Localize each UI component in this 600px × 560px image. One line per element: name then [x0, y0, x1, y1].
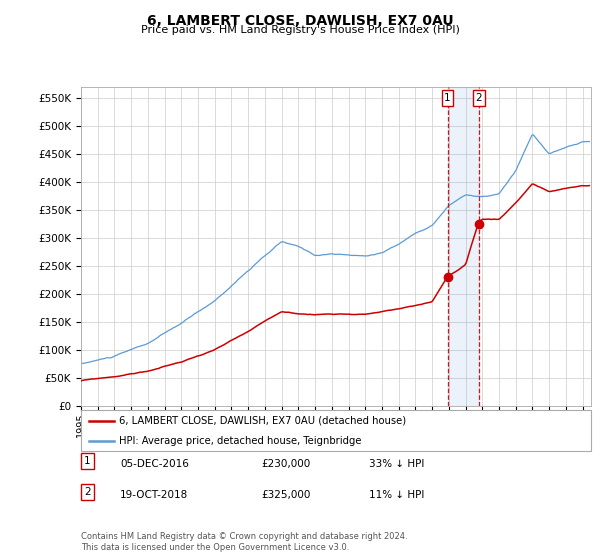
- Text: 05-DEC-2016: 05-DEC-2016: [120, 459, 189, 469]
- Text: 19-OCT-2018: 19-OCT-2018: [120, 490, 188, 500]
- Text: Contains HM Land Registry data © Crown copyright and database right 2024.
This d: Contains HM Land Registry data © Crown c…: [81, 532, 407, 552]
- Text: 2: 2: [84, 487, 91, 497]
- Text: 11% ↓ HPI: 11% ↓ HPI: [369, 490, 424, 500]
- Text: HPI: Average price, detached house, Teignbridge: HPI: Average price, detached house, Teig…: [119, 436, 362, 446]
- FancyBboxPatch shape: [81, 410, 591, 451]
- Text: £325,000: £325,000: [261, 490, 310, 500]
- Text: 1: 1: [84, 456, 91, 466]
- Text: 2: 2: [475, 93, 482, 103]
- Text: £230,000: £230,000: [261, 459, 310, 469]
- Text: Price paid vs. HM Land Registry's House Price Index (HPI): Price paid vs. HM Land Registry's House …: [140, 25, 460, 35]
- Text: 6, LAMBERT CLOSE, DAWLISH, EX7 0AU: 6, LAMBERT CLOSE, DAWLISH, EX7 0AU: [146, 14, 454, 28]
- Text: 33% ↓ HPI: 33% ↓ HPI: [369, 459, 424, 469]
- Text: 6, LAMBERT CLOSE, DAWLISH, EX7 0AU (detached house): 6, LAMBERT CLOSE, DAWLISH, EX7 0AU (deta…: [119, 416, 406, 426]
- Text: 1: 1: [444, 93, 451, 103]
- Bar: [448, 87, 479, 406]
